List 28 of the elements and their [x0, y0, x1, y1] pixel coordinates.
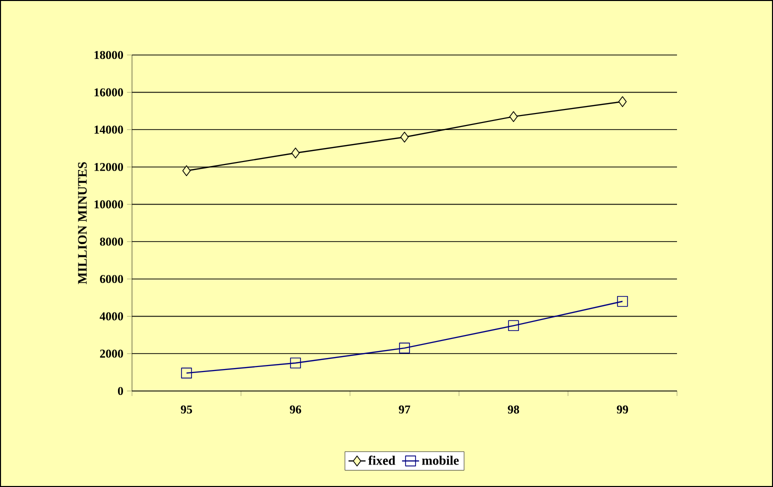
point [617, 296, 628, 307]
x-tick-label: 97 [398, 406, 410, 414]
point [182, 165, 191, 176]
y-tick-label: 8000 [100, 238, 124, 246]
point [291, 148, 300, 158]
y-axis-title: MILLION MINUTES [78, 162, 87, 284]
point [399, 342, 410, 354]
y-tick-label: 14000 [94, 126, 124, 134]
x-tick-label: 95 [180, 406, 192, 414]
point [400, 132, 409, 143]
legend-label: fixed [368, 456, 396, 465]
point [290, 358, 301, 368]
y-tick-label: 12000 [94, 162, 124, 172]
point [508, 320, 519, 332]
y-tick-label: 4000 [100, 312, 124, 320]
point [618, 96, 627, 108]
point [181, 368, 192, 378]
y-tick-label: 18000 [94, 50, 124, 60]
y-tick-label: 2000 [100, 350, 124, 358]
y-tick-label: 10000 [94, 200, 124, 208]
x-tick-label: 99 [616, 406, 628, 414]
y-tick-label: 6000 [100, 274, 124, 284]
x-tick-label: 96 [290, 406, 302, 414]
y-tick-label: 0 [118, 386, 124, 396]
point [509, 111, 518, 122]
y-tick-label: 16000 [94, 88, 124, 96]
x-tick-label: 98 [508, 406, 520, 414]
legend-label: mobile [422, 456, 459, 465]
